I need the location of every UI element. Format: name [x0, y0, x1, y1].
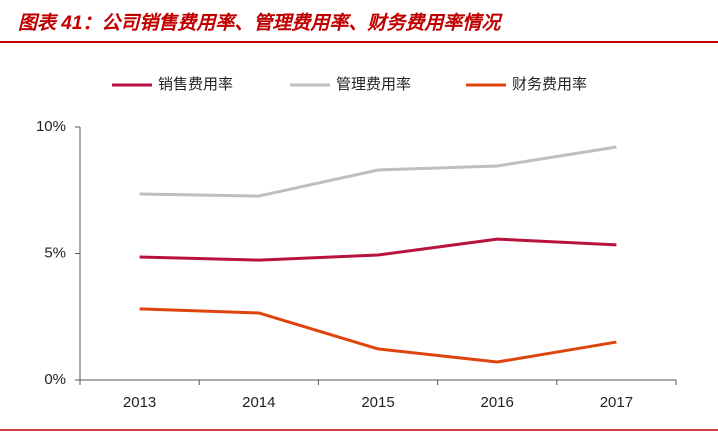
legend-label: 管理费用率: [336, 76, 411, 93]
series-line: [139, 145, 617, 198]
y-tick-label: 0%: [44, 371, 66, 388]
chart-title: 图表 41：公司销售费用率、管理费用率、财务费用率情况: [18, 12, 503, 34]
series-line: [139, 237, 617, 262]
x-tick-label: 2017: [600, 394, 633, 411]
legend-label: 销售费用率: [158, 76, 233, 93]
series-line: [139, 307, 617, 364]
x-tick-label: 2015: [361, 394, 394, 411]
x-tick-label: 2013: [123, 394, 156, 411]
x-tick-label: 2016: [481, 394, 514, 411]
y-tick-label: 10%: [36, 118, 66, 135]
y-tick-label: 5%: [44, 244, 66, 261]
legend-label: 财务费用率: [512, 76, 587, 93]
x-tick-label: 2014: [242, 394, 275, 411]
